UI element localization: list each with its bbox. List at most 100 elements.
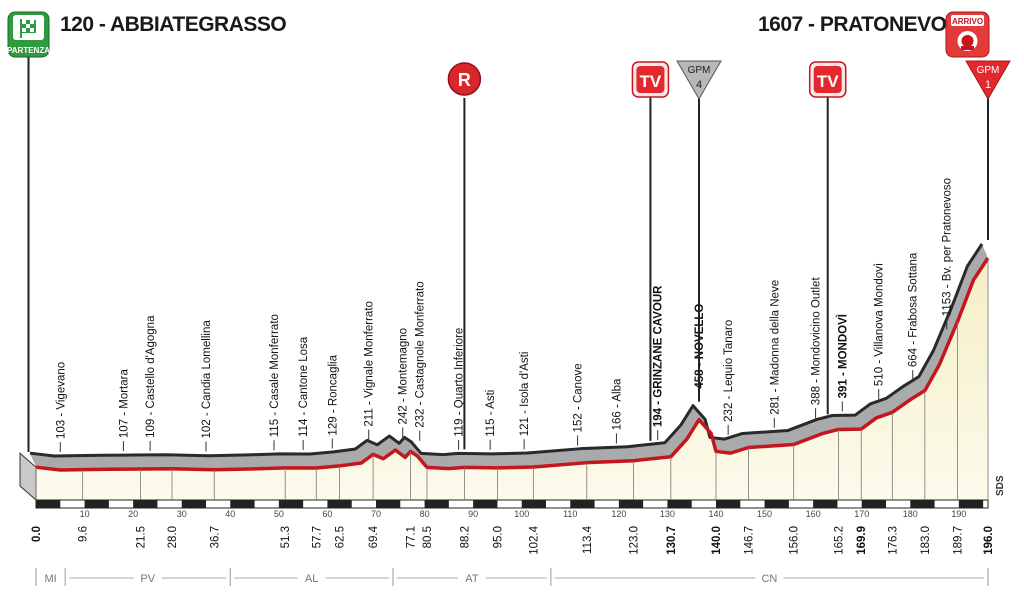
km-label: 57.7 [311, 526, 323, 548]
km-label: 9.6 [78, 526, 90, 542]
km-label: 140.0 [711, 526, 723, 555]
ruler-tick-label: 190 [951, 509, 966, 519]
km-ruler-segment [570, 500, 595, 508]
ruler-tick-label: 60 [322, 509, 332, 519]
km-ruler-segment [618, 500, 644, 508]
finish-name: PRATONEVOSO [819, 13, 976, 36]
ruler-tick-label: 10 [80, 509, 90, 519]
place-label: 242 - Montemagno [398, 328, 410, 425]
ruler-tick-label: 80 [420, 509, 430, 519]
ruler-tick-label: 170 [854, 509, 869, 519]
ruler-tick-label: 70 [371, 509, 381, 519]
start-badge: PARTENZA [7, 11, 50, 58]
finish-badge: ARRIVO [945, 11, 990, 58]
start-badge-label: PARTENZA [7, 46, 50, 55]
km-label: 21.5 [135, 526, 147, 548]
km-label: 176.3 [887, 526, 899, 555]
province-label: PV [140, 573, 155, 585]
ruler-tick-label: 110 [563, 509, 577, 519]
km-label: 183.0 [920, 526, 932, 555]
place-label: 194 - GRINZANE CAVOUR [653, 285, 665, 427]
place-label: 281 - Madonna della Neve [769, 280, 781, 415]
km-ruler-segment [181, 500, 206, 508]
ruler-tick-label: 130 [660, 509, 675, 519]
place-label: 129 - Roncaglia [327, 354, 339, 435]
km-label: 62.5 [335, 526, 347, 548]
tv-marker-label: TV [640, 72, 662, 91]
km-ruler-segment [424, 500, 449, 508]
finish-title: 1607 - PRATONEVOSO [758, 13, 976, 37]
km-label: 123.0 [628, 526, 640, 555]
km-label: 28.0 [167, 526, 179, 548]
place-label: 166 - Alba [611, 378, 623, 430]
province-label: AT [465, 573, 479, 585]
ruler-tick-label: 20 [128, 509, 138, 519]
ruler-tick-label: 90 [468, 509, 478, 519]
km-label: 102.4 [528, 525, 540, 554]
ruler-tick-label: 140 [708, 509, 723, 519]
province-label: CN [761, 573, 777, 585]
place-label: 107 - Mortara [118, 369, 130, 439]
km-ruler-segment [36, 500, 61, 508]
tv-marker-label: TV [817, 72, 839, 91]
km-label: 0.0 [31, 526, 43, 542]
start-title: 120 - ABBIATEGRASSO [60, 13, 287, 37]
province-label-bg [297, 571, 326, 585]
km-ruler-segment [667, 500, 692, 508]
ruler-tick-label: 50 [274, 509, 284, 519]
place-label: 388 - Mondovicino Outlet [811, 277, 823, 406]
place-label: 103 - Vigevano [55, 362, 67, 439]
km-label: 51.3 [280, 526, 292, 548]
place-label: 121 - Isola d'Asti [519, 352, 531, 437]
place-label: 152 - Canove [573, 363, 585, 432]
tv-icon-face [813, 66, 842, 93]
side-label: SDS [995, 475, 1006, 496]
ruler-tick-label: 30 [177, 509, 187, 519]
place-label: 664 - Frabosa Sottana [908, 252, 920, 367]
place-label: 115 - Casale Monferrato [269, 314, 281, 437]
place-label: 211 - Vignale Monferrato [364, 301, 376, 427]
gpm-triangle-icon [676, 60, 722, 100]
km-ruler-segment [327, 500, 352, 508]
km-ruler-segment [133, 500, 158, 508]
ruler-tick-label: 100 [514, 509, 529, 519]
province-label-bg [133, 571, 162, 585]
gpm-category: 4 [696, 79, 702, 91]
province-label-bg [36, 571, 65, 585]
finish-altitude: 1607 [758, 13, 803, 36]
km-ruler-segment [716, 500, 741, 508]
finish-badge-label: ARRIVO [952, 17, 983, 26]
province-label: MI [44, 573, 56, 585]
start-separator: - [93, 13, 110, 36]
km-label: 169.9 [856, 526, 868, 555]
province-label-bg [755, 571, 784, 585]
km-ruler [35, 499, 989, 509]
km-label: 77.1 [405, 526, 417, 548]
km-ruler-segment [84, 500, 109, 508]
km-label: 113.4 [582, 525, 594, 554]
gpm-label: GPM [688, 65, 711, 76]
km-ruler-segment [473, 500, 498, 508]
province-label-bg [457, 571, 486, 585]
km-ruler-segment [376, 500, 401, 508]
km-label: 80.5 [422, 526, 434, 548]
km-label: 146.7 [744, 526, 756, 555]
km-ruler-segment [521, 500, 546, 508]
ruler-tick-label: 160 [806, 509, 821, 519]
km-ruler-segment [278, 500, 304, 508]
km-label: 196.0 [983, 526, 995, 555]
place-label: 109 - Castello d'Agogna [145, 315, 157, 438]
km-label: 189.7 [952, 526, 964, 555]
profile-band-edge [29, 243, 984, 458]
finish-target-icon [957, 31, 978, 51]
km-label: 36.7 [209, 526, 221, 548]
km-label: 130.7 [666, 526, 678, 555]
r-marker-label: R [458, 70, 471, 90]
start-altitude: 120 [60, 13, 94, 36]
km-ruler-segment [764, 500, 789, 508]
place-label: 115 - Asti [485, 390, 497, 437]
place-label: 391 - MONDOVÌ [836, 314, 849, 398]
checkered-flag-icon [20, 19, 36, 38]
